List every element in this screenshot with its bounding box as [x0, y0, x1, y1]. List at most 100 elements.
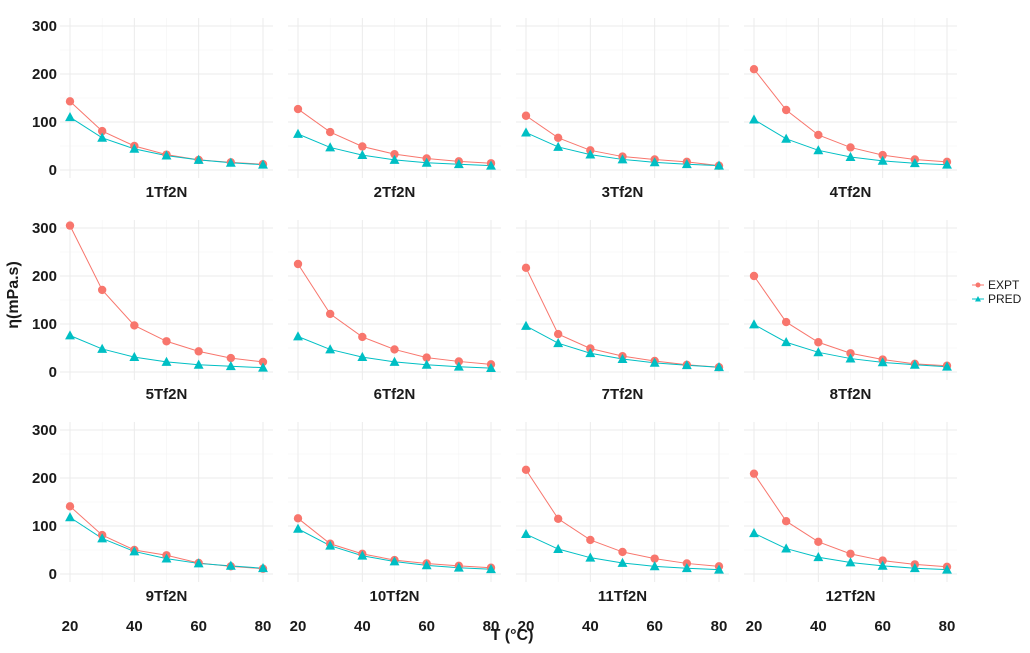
point-pred: [714, 362, 724, 372]
point-pred: [65, 512, 75, 522]
point-expt: [65, 97, 75, 106]
point-pred: [65, 330, 75, 340]
point-pred: [129, 351, 140, 362]
x-axis-title: T (°C): [491, 627, 534, 644]
point-pred: [225, 560, 236, 570]
panel-7Tf2N: 7Tf2N: [516, 220, 729, 403]
point-expt: [749, 469, 759, 478]
point-pred: [97, 132, 108, 142]
panel-label: 6Tf2N: [374, 386, 416, 403]
point-pred: [781, 543, 792, 553]
point-pred: [258, 159, 268, 169]
point-pred: [813, 145, 824, 155]
point-pred: [486, 362, 496, 373]
point-pred: [486, 160, 496, 170]
y-tick-label: 300: [32, 422, 57, 439]
point-pred: [585, 552, 596, 562]
point-pred: [909, 359, 920, 369]
point-pred: [453, 159, 464, 169]
point-pred: [845, 151, 856, 161]
panel-10Tf2N: 10Tf2N: [288, 422, 501, 605]
panel-label: 1Tf2N: [146, 184, 188, 201]
point-pred: [942, 159, 952, 169]
point-pred: [357, 351, 368, 362]
point-pred: [681, 563, 692, 573]
x-tick-label: 40: [354, 618, 371, 635]
point-expt: [97, 126, 107, 136]
point-expt: [553, 133, 563, 143]
point-pred: [649, 357, 660, 367]
point-expt: [618, 547, 627, 557]
point-pred: [781, 337, 792, 347]
panel-12Tf2N: 12Tf2N: [744, 422, 957, 605]
point-expt: [65, 502, 75, 511]
point-expt: [781, 317, 791, 327]
point-pred: [585, 149, 596, 159]
point-expt: [650, 554, 659, 563]
point-pred: [553, 141, 564, 151]
point-expt: [878, 556, 887, 565]
y-axis-title: η(mPa.s): [5, 261, 22, 329]
point-pred: [193, 558, 204, 568]
x-tick-label: 60: [190, 618, 207, 635]
point-expt: [325, 127, 335, 137]
point-pred: [649, 157, 660, 167]
x-tick-label: 40: [582, 618, 599, 635]
point-expt: [781, 105, 791, 115]
point-pred: [258, 362, 268, 372]
point-pred: [714, 564, 724, 574]
point-pred: [129, 546, 140, 556]
panel-4Tf2N: 4Tf2N: [744, 18, 957, 201]
legend-expt-marker: [975, 282, 981, 288]
point-pred: [714, 160, 724, 170]
point-pred: [877, 560, 888, 570]
point-expt: [521, 111, 531, 120]
panel-label: 10Tf2N: [369, 588, 419, 605]
panel-label: 11Tf2N: [598, 588, 647, 605]
point-pred: [845, 353, 856, 363]
point-expt: [162, 337, 171, 346]
point-pred: [161, 150, 172, 160]
legend: EXPT PRED: [972, 278, 1022, 306]
panel-label: 4Tf2N: [830, 184, 872, 201]
point-pred: [521, 320, 531, 330]
point-expt: [846, 349, 855, 358]
point-pred: [877, 357, 888, 367]
point-pred: [421, 359, 432, 369]
panel-5Tf2N: 5Tf2N: [60, 220, 273, 403]
point-pred: [389, 356, 400, 366]
x-tick-label: 60: [418, 618, 435, 635]
x-tick-label: 20: [290, 618, 307, 635]
point-pred: [193, 359, 204, 369]
panel-11Tf2N: 11Tf2N: [516, 422, 729, 605]
point-expt: [846, 143, 855, 152]
point-pred: [813, 552, 824, 562]
panel-8Tf2N: 8Tf2N: [744, 220, 957, 403]
point-pred: [617, 557, 628, 567]
point-expt: [293, 514, 303, 523]
x-tick-label: 80: [711, 618, 728, 635]
panel-label: 3Tf2N: [602, 184, 644, 201]
point-pred: [389, 556, 400, 566]
y-tick-label: 300: [32, 220, 57, 237]
x-tick-label: 80: [483, 618, 500, 635]
y-tick-label: 100: [32, 518, 57, 535]
panel-2Tf2N: 2Tf2N: [288, 18, 501, 201]
panel-6Tf2N: 6Tf2N: [288, 220, 501, 403]
point-pred: [293, 523, 303, 533]
point-expt: [358, 332, 367, 342]
point-pred: [225, 361, 236, 371]
point-pred: [357, 149, 368, 160]
point-pred: [877, 155, 888, 165]
legend-pred-marker: [975, 296, 981, 302]
point-pred: [781, 133, 792, 143]
y-tick-label: 200: [32, 268, 57, 285]
point-pred: [293, 331, 303, 341]
point-pred: [97, 533, 108, 543]
point-pred: [909, 563, 920, 573]
point-expt: [390, 149, 399, 159]
y-tick-label: 100: [32, 114, 57, 131]
point-expt: [97, 285, 107, 295]
point-expt: [749, 271, 759, 281]
